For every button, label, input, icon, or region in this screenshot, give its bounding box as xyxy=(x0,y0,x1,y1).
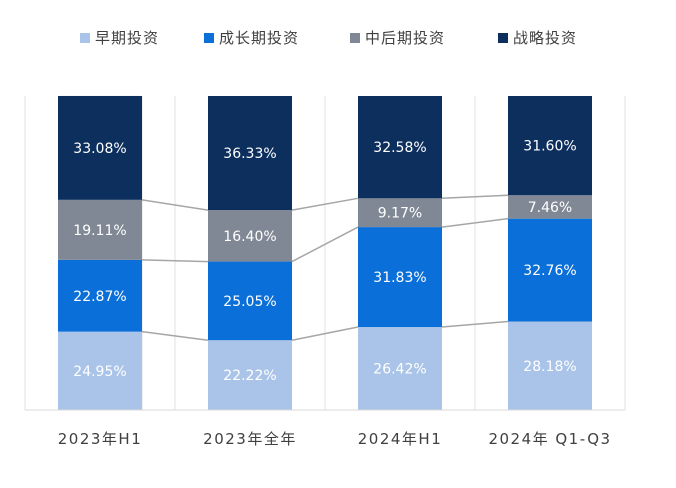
legend-item[interactable]: 成长期投资 xyxy=(204,29,299,47)
series-connector-line xyxy=(441,320,509,328)
data-label: 31.83% xyxy=(373,270,426,286)
category-axis-labels: 2023年H1 2023年全年 2024年H1 2024年 Q1-Q3 xyxy=(58,430,611,448)
series-connector-line xyxy=(141,199,209,211)
data-label: 16.40% xyxy=(223,229,276,245)
bar-segment[interactable] xyxy=(208,96,292,211)
data-label: 26.42% xyxy=(373,362,426,378)
legend-swatch xyxy=(498,33,508,43)
bar-segment[interactable] xyxy=(358,96,442,199)
legend-label: 中后期投资 xyxy=(365,29,445,47)
bar-segment[interactable] xyxy=(508,321,592,410)
data-label: 24.95% xyxy=(73,364,126,380)
category-label: 2023年H1 xyxy=(58,430,143,448)
data-label: 22.87% xyxy=(73,289,126,305)
bar-segment[interactable] xyxy=(58,95,142,200)
data-label: 32.76% xyxy=(523,263,576,279)
series-connector-line xyxy=(441,194,509,200)
bar-segment[interactable] xyxy=(58,199,142,260)
bar-stacks xyxy=(58,95,592,410)
data-label: 25.05% xyxy=(223,294,276,310)
data-label: 33.08% xyxy=(73,141,126,157)
bar-segment[interactable] xyxy=(208,340,292,410)
data-label: 19.11% xyxy=(73,223,126,239)
bar-segment[interactable] xyxy=(208,210,292,262)
category-label: 2024年H1 xyxy=(358,430,443,448)
series-connector-line xyxy=(291,326,359,341)
data-labels: 24.95% 22.87% 19.11% 33.08% 22.22% 25.05% 16.4… xyxy=(73,139,576,385)
series-connector-lines xyxy=(141,194,509,341)
legend-item[interactable]: 早期投资 xyxy=(80,29,159,47)
data-label: 9.17% xyxy=(378,206,422,222)
legend-swatch xyxy=(204,33,214,43)
series-connector-line xyxy=(291,226,359,263)
bar-segment[interactable] xyxy=(358,227,442,328)
series-connector-line xyxy=(291,197,359,211)
bar-segment[interactable] xyxy=(208,261,292,341)
legend-item[interactable]: 战略投资 xyxy=(498,29,577,47)
series-connector-line xyxy=(441,217,509,228)
bar-segment[interactable] xyxy=(508,96,592,196)
series-connector-line xyxy=(141,259,209,263)
data-label: 31.60% xyxy=(523,139,576,155)
bar-segment[interactable] xyxy=(58,259,142,332)
bar-segment[interactable] xyxy=(358,327,442,410)
data-label: 7.46% xyxy=(528,200,572,216)
legend-label: 战略投资 xyxy=(513,29,577,47)
legend[interactable]: 早期投资 成长期投资 中后期投资 战略投资 xyxy=(80,29,577,47)
bar-segment[interactable] xyxy=(58,331,142,410)
legend-swatch xyxy=(350,33,360,43)
legend-label: 成长期投资 xyxy=(219,29,299,47)
data-label: 32.58% xyxy=(373,140,426,156)
bar-segment[interactable] xyxy=(358,198,442,228)
data-label: 36.33% xyxy=(223,146,276,162)
category-label: 2024年 Q1-Q3 xyxy=(488,430,611,448)
legend-item[interactable]: 中后期投资 xyxy=(350,29,445,47)
series-connector-line xyxy=(141,330,209,341)
legend-swatch xyxy=(80,33,90,43)
bar-segment[interactable] xyxy=(508,195,592,219)
data-label: 28.18% xyxy=(523,359,576,375)
bar-segment[interactable] xyxy=(508,218,592,322)
category-label: 2023年全年 xyxy=(203,430,297,448)
data-label: 22.22% xyxy=(223,368,276,384)
legend-label: 早期投资 xyxy=(95,29,159,47)
